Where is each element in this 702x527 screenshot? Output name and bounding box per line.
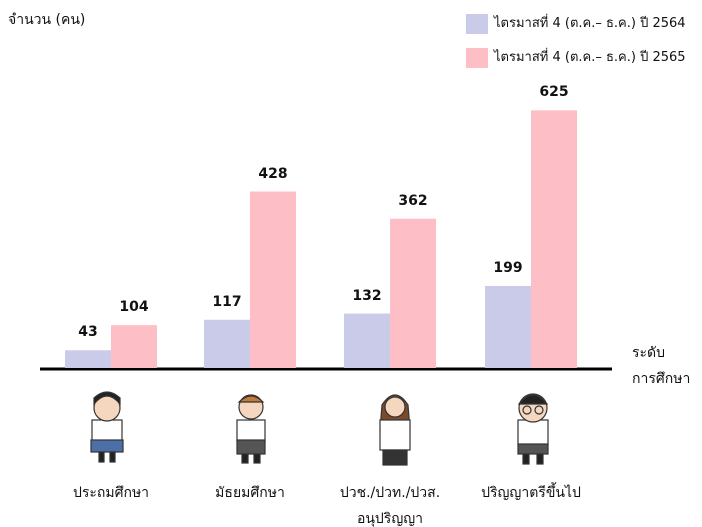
value-label: 104 bbox=[119, 299, 149, 316]
value-label: 132 bbox=[352, 287, 382, 304]
value-label: 428 bbox=[258, 165, 288, 182]
student-icon bbox=[236, 394, 266, 464]
legend-label: ไตรมาสที่ 4 (ต.ค.– ธ.ค.) ปี 2565 bbox=[494, 50, 686, 65]
value-label: 362 bbox=[398, 192, 428, 209]
bar bbox=[204, 319, 250, 368]
bar bbox=[531, 110, 577, 369]
student-icon bbox=[379, 394, 411, 466]
x-tick-label: ปริญญาตรีขึ้นไป bbox=[481, 485, 581, 501]
legend-swatch bbox=[466, 14, 488, 34]
x-tick-label: ปวช./ปวท./ปวส. อนุปริญญา bbox=[339, 485, 441, 527]
student-icon bbox=[517, 393, 549, 465]
value-label: 199 bbox=[493, 259, 523, 276]
legend-swatch bbox=[466, 48, 488, 68]
bar bbox=[65, 350, 111, 368]
y-axis-label: จำนวน (คน) bbox=[8, 12, 86, 28]
value-label: 43 bbox=[78, 324, 98, 341]
bar bbox=[111, 325, 157, 368]
bar bbox=[485, 285, 531, 368]
x-tick-label: ประถมศึกษา bbox=[72, 485, 150, 501]
legend-label: ไตรมาสที่ 4 (ต.ค.– ธ.ค.) ปี 2564 bbox=[494, 16, 686, 31]
value-label: 625 bbox=[539, 84, 569, 101]
bar bbox=[250, 191, 296, 368]
x-axis-label: ระดับ การศึกษา bbox=[632, 345, 691, 387]
value-label: 117 bbox=[212, 293, 242, 310]
bar bbox=[390, 218, 436, 368]
x-tick-label: มัธยมศึกษา bbox=[215, 485, 285, 501]
student-icon bbox=[90, 391, 124, 463]
bar bbox=[344, 313, 390, 368]
